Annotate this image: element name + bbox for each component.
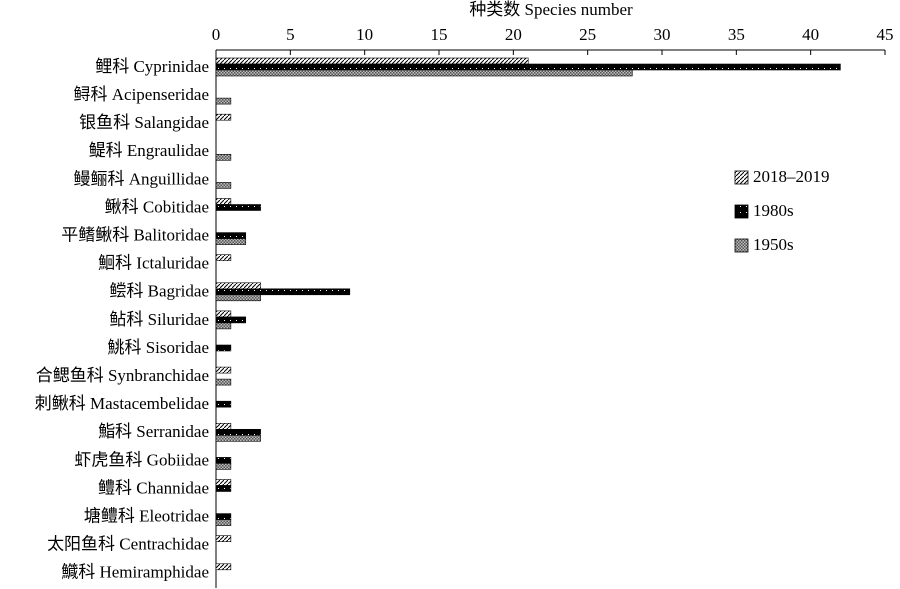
legend-label: 1950s bbox=[753, 235, 794, 254]
y-tick-label: 塘鳢科 Eleotridae bbox=[84, 507, 209, 526]
bar bbox=[215, 232, 247, 239]
bar bbox=[215, 154, 232, 161]
bar bbox=[215, 535, 232, 543]
bar bbox=[215, 69, 633, 77]
bar bbox=[215, 434, 261, 442]
bar bbox=[215, 198, 232, 205]
legend-swatch bbox=[734, 170, 749, 185]
bar bbox=[215, 316, 247, 324]
bar bbox=[215, 322, 232, 330]
bar bbox=[215, 563, 232, 571]
y-tick-label: 太阳鱼科 Centrachidae bbox=[47, 535, 209, 554]
bar bbox=[215, 63, 841, 71]
bar bbox=[215, 463, 232, 470]
bar bbox=[215, 97, 232, 105]
y-tick-label: 刺鳅科 Mastacembelidae bbox=[35, 394, 209, 413]
y-tick-label: 鳢科 Channidae bbox=[98, 478, 209, 497]
y-tick-label: 平鳍鳅科 Balitoridae bbox=[61, 226, 209, 245]
y-tick-label: 鱵科 Hemiramphidae bbox=[61, 563, 209, 582]
x-tick-label: 40 bbox=[802, 25, 819, 44]
x-tick-label: 15 bbox=[431, 25, 448, 44]
bar bbox=[215, 282, 261, 290]
y-tick-label: 鮡科 Sisoridae bbox=[107, 338, 209, 357]
y-tick-label: 鮨科 Serranidae bbox=[98, 422, 209, 441]
x-tick-label: 0 bbox=[212, 25, 221, 44]
y-tick-label: 虾虎鱼科 Gobiidae bbox=[74, 450, 209, 469]
bar bbox=[215, 366, 232, 374]
bar bbox=[215, 204, 261, 211]
x-tick-label: 30 bbox=[654, 25, 671, 44]
y-tick-label: 鲿科 Bagridae bbox=[109, 282, 209, 301]
bar bbox=[215, 182, 232, 189]
bar bbox=[215, 428, 261, 436]
bar bbox=[215, 344, 232, 352]
x-tick-label: 25 bbox=[579, 25, 596, 44]
bar bbox=[215, 485, 232, 492]
bar bbox=[215, 113, 232, 121]
bar bbox=[215, 378, 232, 386]
y-tick-label: 合鳃鱼科 Synbranchidae bbox=[36, 366, 209, 385]
legend-swatch bbox=[734, 238, 749, 253]
legend-label: 1980s bbox=[753, 201, 794, 220]
y-tick-label: 鳅科 Cobitidae bbox=[105, 197, 209, 216]
bar bbox=[215, 400, 232, 408]
bar bbox=[215, 457, 232, 464]
y-tick-label: 鳀科 Engraulidae bbox=[89, 141, 209, 160]
bar bbox=[215, 479, 232, 486]
bar bbox=[215, 519, 232, 526]
x-tick-label: 10 bbox=[356, 25, 373, 44]
bar bbox=[215, 57, 529, 65]
bar bbox=[215, 294, 261, 302]
bar bbox=[215, 310, 232, 318]
legend-label: 2018–2019 bbox=[753, 167, 830, 186]
x-tick-label: 35 bbox=[728, 25, 745, 44]
bar bbox=[215, 238, 247, 245]
bar bbox=[215, 422, 232, 430]
y-tick-label: 鲤科 Cyprinidae bbox=[95, 57, 209, 76]
x-tick-label: 5 bbox=[286, 25, 295, 44]
y-tick-label: 鲇科 Siluridae bbox=[109, 310, 209, 329]
y-tick-label: 鳗鲡科 Anguillidae bbox=[73, 169, 209, 188]
legend-swatch bbox=[734, 204, 749, 219]
x-tick-label: 20 bbox=[505, 25, 522, 44]
bar bbox=[215, 513, 232, 520]
y-tick-label: 鲟科 Acipenseridae bbox=[74, 85, 209, 104]
bar bbox=[215, 288, 351, 296]
chart-title: 种类数 Species number bbox=[469, 0, 633, 19]
bar bbox=[215, 254, 232, 261]
x-tick-label: 45 bbox=[877, 25, 894, 44]
y-tick-label: 银鱼科 Salangidae bbox=[79, 113, 209, 132]
y-tick-label: 鮰科 Ictaluridae bbox=[98, 254, 209, 273]
